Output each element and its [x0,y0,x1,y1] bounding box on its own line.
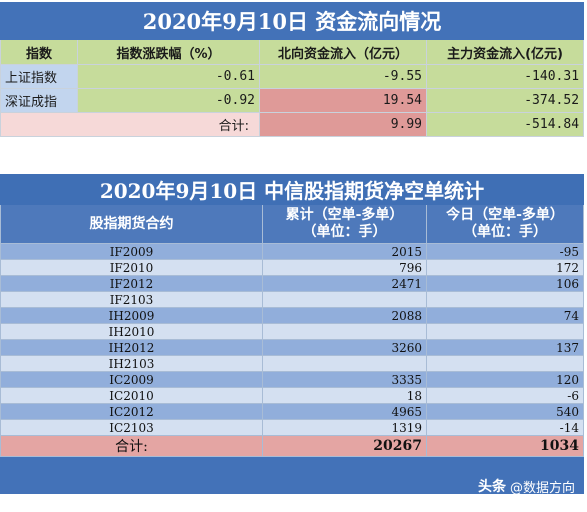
contract: IC2009 [0,371,263,388]
cumulative: 1319 [262,419,427,436]
header-contract: 股指期货合约 [0,204,263,244]
total-north: 9.99 [259,112,427,137]
index-change: -0.92 [77,88,260,113]
header-cumulative-line1: 累计（空单-多单） [285,207,404,223]
total-today: 1034 [426,435,584,457]
cumulative: 796 [262,259,427,276]
header-today: 今日（空单-多单） （单位：手） [426,204,584,244]
north-inflow: -9.55 [259,64,427,89]
total-label: 合计: [0,112,260,137]
index-name: 上证指数 [0,64,78,89]
total-main: -514.84 [425,112,585,137]
cumulative: 2471 [262,275,427,292]
contract: IH2012 [0,339,263,356]
total-cumulative: 20267 [262,435,427,457]
table-row: IF2103 [0,291,584,308]
toutiao-logo: 头条 [477,479,506,495]
contract: IH2010 [0,323,263,340]
today: -14 [426,419,584,436]
today [426,291,584,308]
cumulative: 3335 [262,371,427,388]
cumulative [262,355,427,372]
table-row: 上证指数 -0.61 -9.55 -140.31 [0,64,585,89]
table-row: IH2009 2088 74 [0,307,584,324]
header-main: 主力资金流入(亿元) [425,39,585,65]
watermark: 头条 @数据方向 [478,476,575,496]
main-inflow: -374.52 [425,88,585,113]
table-row: IC2103 1319 -14 [0,419,584,436]
contract: IH2103 [0,355,263,372]
today: -95 [426,243,584,260]
cumulative: 18 [262,387,427,404]
table-row: 深证成指 -0.92 19.54 -374.52 [0,88,585,113]
today: 137 [426,339,584,356]
header-north: 北向资金流入（亿元） [259,39,427,65]
cumulative: 2015 [262,243,427,260]
table-row: IH2103 [0,355,584,372]
header-today-line1: 今日（空单-多单） [446,207,564,223]
watermark-handle: @数据方向 [509,480,575,496]
table-row: IC2010 18 -6 [0,387,584,404]
capital-flow-title: 2020年9月10日 资金流向情况 [0,2,585,40]
index-change: -0.61 [77,64,260,89]
table-row: IF2012 2471 106 [0,275,584,292]
today: 120 [426,371,584,388]
header-today-line2: （单位：手） [463,224,547,240]
table-row: IC2012 4965 540 [0,403,584,420]
contract: IF2103 [0,291,263,308]
index-name: 深证成指 [0,88,78,113]
cumulative: 4965 [262,403,427,420]
futures-title: 2020年9月10日 中信股指期货净空单统计 [0,174,584,205]
contract: IC2012 [0,403,263,420]
footer-band [0,456,584,494]
contract: IC2010 [0,387,263,404]
today: 74 [426,307,584,324]
header-index: 指数 [0,39,78,65]
table-row: IF2009 2015 -95 [0,243,584,260]
total-row: 合计: 9.99 -514.84 [0,112,585,137]
capital-flow-table: 2020年9月10日 资金流向情况 指数 指数涨跌幅（%） 北向资金流入（亿元）… [0,2,585,137]
north-inflow: 19.54 [259,88,427,113]
cumulative [262,323,427,340]
total-label: 合计: [0,435,263,457]
main-inflow: -140.31 [425,64,585,89]
total-row: 合计: 20267 1034 [0,435,584,457]
header-change: 指数涨跌幅（%） [77,39,260,65]
contract: IC2103 [0,419,263,436]
today: 540 [426,403,584,420]
table-row: IC2009 3335 120 [0,371,584,388]
table-row: IH2010 [0,323,584,340]
cumulative: 2088 [262,307,427,324]
header-cumulative-line2: （单位：手） [302,224,387,240]
contract: IF2012 [0,275,263,292]
today [426,355,584,372]
contract: IF2010 [0,259,263,276]
today: 172 [426,259,584,276]
today: -6 [426,387,584,404]
cumulative: 3260 [262,339,427,356]
header-cumulative: 累计（空单-多单） （单位：手） [262,204,427,244]
today [426,323,584,340]
table-row: IH2012 3260 137 [0,339,584,356]
today: 106 [426,275,584,292]
table-row: IF2010 796 172 [0,259,584,276]
contract: IH2009 [0,307,263,324]
futures-short-table: 2020年9月10日 中信股指期货净空单统计 股指期货合约 累计（空单-多单） … [0,174,584,494]
contract: IF2009 [0,243,263,260]
cumulative [262,291,427,308]
